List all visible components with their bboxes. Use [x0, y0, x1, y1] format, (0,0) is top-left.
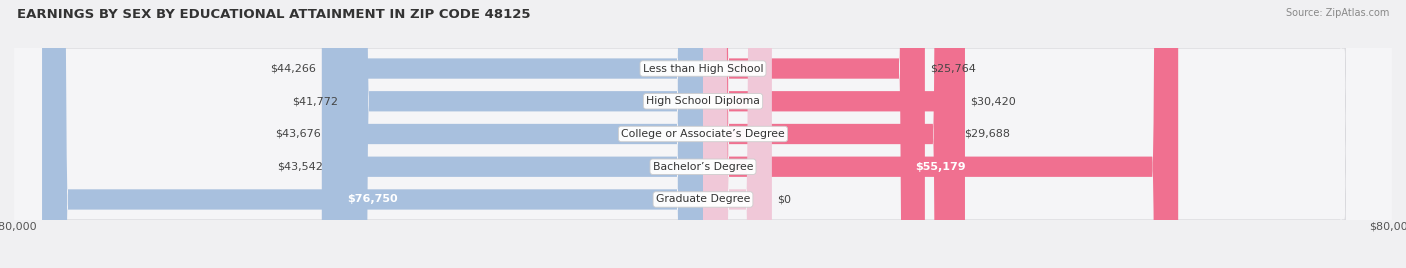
- FancyBboxPatch shape: [703, 0, 959, 268]
- FancyBboxPatch shape: [703, 0, 772, 268]
- Text: EARNINGS BY SEX BY EDUCATIONAL ATTAINMENT IN ZIP CODE 48125: EARNINGS BY SEX BY EDUCATIONAL ATTAINMEN…: [17, 8, 530, 21]
- FancyBboxPatch shape: [14, 0, 1392, 268]
- FancyBboxPatch shape: [326, 0, 703, 268]
- Text: Less than High School: Less than High School: [643, 64, 763, 73]
- Text: $43,542: $43,542: [277, 162, 322, 172]
- Text: $76,750: $76,750: [347, 195, 398, 204]
- FancyBboxPatch shape: [14, 0, 1392, 268]
- FancyBboxPatch shape: [14, 0, 1392, 268]
- FancyBboxPatch shape: [703, 0, 1178, 268]
- FancyBboxPatch shape: [14, 0, 1392, 268]
- FancyBboxPatch shape: [14, 0, 1392, 268]
- Text: High School Diploma: High School Diploma: [647, 96, 759, 106]
- Text: $41,772: $41,772: [292, 96, 337, 106]
- FancyBboxPatch shape: [14, 0, 1392, 268]
- FancyBboxPatch shape: [42, 0, 703, 268]
- Text: College or Associate’s Degree: College or Associate’s Degree: [621, 129, 785, 139]
- Text: $55,179: $55,179: [915, 162, 966, 172]
- FancyBboxPatch shape: [14, 0, 1392, 268]
- FancyBboxPatch shape: [14, 0, 1392, 268]
- Text: $29,688: $29,688: [965, 129, 1010, 139]
- FancyBboxPatch shape: [703, 0, 965, 268]
- FancyBboxPatch shape: [328, 0, 703, 268]
- Text: $44,266: $44,266: [270, 64, 316, 73]
- FancyBboxPatch shape: [14, 0, 1392, 268]
- FancyBboxPatch shape: [703, 0, 925, 268]
- Text: $43,676: $43,676: [276, 129, 322, 139]
- Text: Bachelor’s Degree: Bachelor’s Degree: [652, 162, 754, 172]
- FancyBboxPatch shape: [14, 0, 1392, 268]
- Text: $0: $0: [778, 195, 792, 204]
- Text: $25,764: $25,764: [931, 64, 976, 73]
- Text: $30,420: $30,420: [970, 96, 1017, 106]
- FancyBboxPatch shape: [322, 0, 703, 268]
- Text: Graduate Degree: Graduate Degree: [655, 195, 751, 204]
- FancyBboxPatch shape: [343, 0, 703, 268]
- Text: Source: ZipAtlas.com: Source: ZipAtlas.com: [1285, 8, 1389, 18]
